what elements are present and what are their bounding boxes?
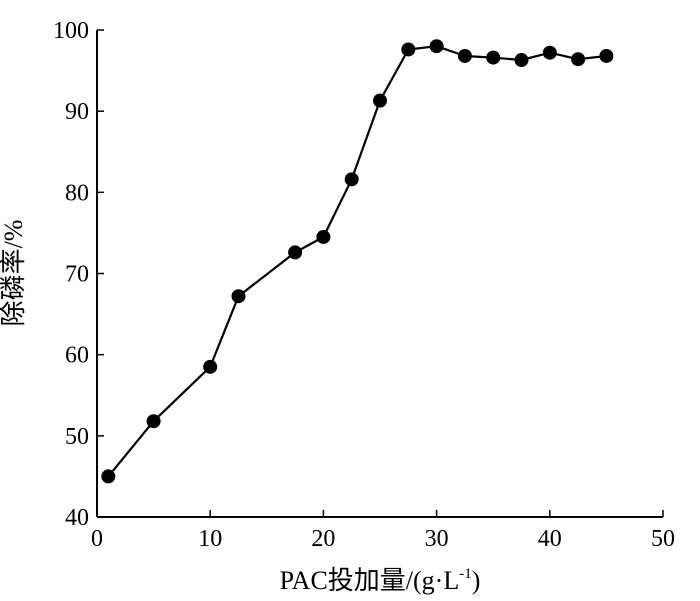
y-tick-label: 50 xyxy=(65,424,89,450)
series-line xyxy=(107,45,607,478)
x-tick-label: 40 xyxy=(538,526,562,552)
data-point xyxy=(101,469,116,484)
data-point xyxy=(231,289,246,304)
y-tick-label: 40 xyxy=(65,505,89,531)
y-tick-label: 80 xyxy=(65,180,89,206)
data-point xyxy=(203,359,218,374)
x-tick-label: 50 xyxy=(651,526,675,552)
y-tick-label: 60 xyxy=(65,343,89,369)
x-tick-label: 30 xyxy=(425,526,449,552)
x-tick-label: 20 xyxy=(311,526,335,552)
data-point xyxy=(457,48,472,63)
ticks: 40 50 60 70 80 90 100 0 10 20 30 40 50 xyxy=(53,18,675,552)
data-point xyxy=(514,53,529,68)
data-point xyxy=(599,48,614,63)
data-point xyxy=(486,50,501,65)
data-point xyxy=(401,42,416,57)
data-point xyxy=(373,93,387,108)
y-axis-label: 除磷率/% xyxy=(0,220,28,327)
data-point xyxy=(571,52,586,67)
data-point xyxy=(146,414,161,429)
data-point xyxy=(344,172,359,187)
y-tick-label: 100 xyxy=(53,18,89,44)
series xyxy=(101,39,614,484)
x-tick-label: 0 xyxy=(91,526,103,552)
data-point xyxy=(288,245,303,260)
y-tick-label: 70 xyxy=(65,262,89,288)
x-tick-label: 10 xyxy=(198,526,222,552)
data-point xyxy=(542,45,557,60)
data-point xyxy=(316,229,331,244)
y-tick-label: 90 xyxy=(65,99,89,125)
x-axis-label: PAC投加量/(g·L-1) xyxy=(280,566,481,595)
data-point xyxy=(429,39,444,54)
